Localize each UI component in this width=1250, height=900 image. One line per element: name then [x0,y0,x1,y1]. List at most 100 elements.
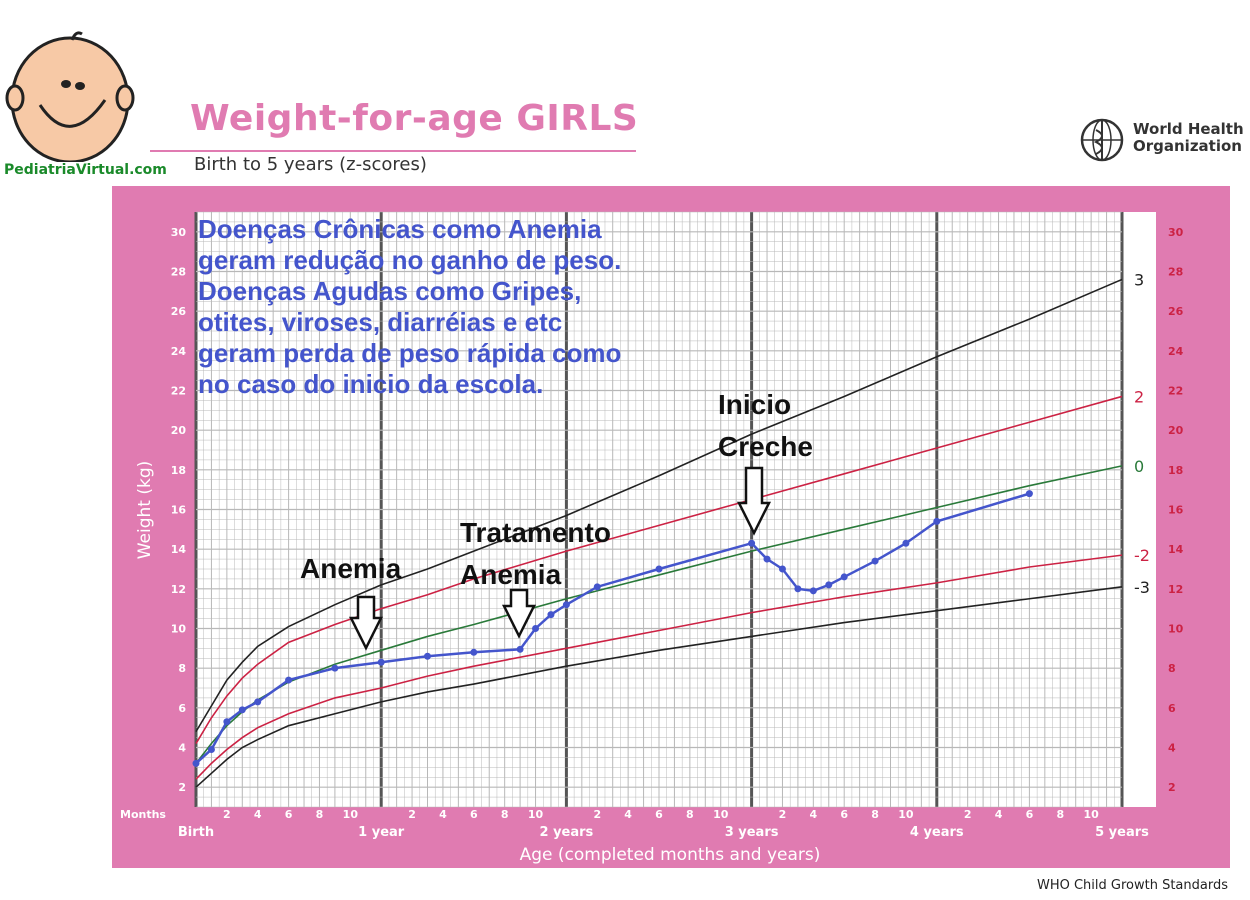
child-weight-point [207,745,215,753]
x-year-tick-label: 5 years [1095,825,1149,840]
down-arrow-icon [736,466,772,536]
who-name-line1: World Health [1133,120,1244,138]
y-tick-label-left: 8 [178,662,186,675]
x-month-tick-label: 4 [439,808,447,821]
child-weight-point [532,625,540,632]
site-name: PediatriaVirtual.com [4,162,167,178]
annotation-creche-line1: Inicio [718,389,791,420]
baby-face-icon [5,31,135,164]
child-weight-point [331,664,339,672]
zscore-line--2 [195,554,1123,780]
child-weight-point [192,759,200,767]
x-month-tick-label: 10 [528,808,544,821]
annotation-main-line: geram redução no ganho de peso. [198,245,621,275]
child-weight-point [794,585,802,593]
zscore-line-2 [195,395,1123,744]
who-name: World Health Organization [1133,121,1244,155]
y-tick-label-left: 4 [178,742,186,755]
child-weight-point [377,658,385,666]
annotation-main-line: Doenças Agudas como Gripes, [198,276,581,306]
x-month-tick-label: 4 [254,808,262,821]
zscore-label-2: 2 [1134,387,1144,406]
months-label: Months [120,808,166,821]
x-month-tick-label: 6 [655,808,663,821]
x-month-tick-label: 10 [898,808,914,821]
annotation-anemia: Anemia [300,553,402,584]
x-month-tick-label: 10 [1083,808,1099,821]
y-tick-label-right: 28 [1168,266,1183,279]
y-tick-label-left: 14 [171,543,187,556]
x-month-tick-label: 4 [624,808,632,821]
x-month-tick-label: 8 [316,808,324,821]
child-weight-point [223,718,231,726]
x-year-tick-label: 1 year [358,825,405,840]
x-month-tick-label: 4 [995,808,1003,821]
footer-source: WHO Child Growth Standards [1036,878,1228,893]
x-month-tick-label: 10 [343,808,359,821]
who-emblem-icon [1080,118,1124,162]
x-month-tick-label: 2 [593,808,601,821]
child-weight-point [748,539,756,547]
y-tick-label-right: 18 [1168,464,1183,477]
annotation-main-line: otites, viroses, diarréias e etc [198,307,562,337]
child-weight-point [840,573,848,581]
y-tick-label-left: 28 [171,266,186,279]
y-tick-label-left: 6 [178,702,186,715]
y-axis-label: Weight (kg) [135,461,155,560]
y-tick-label-right: 20 [1168,424,1184,437]
zscore-label--2: -2 [1134,546,1150,565]
zscore-line-3 [195,278,1123,733]
child-weight-point [655,565,663,573]
y-tick-label-left: 2 [178,781,186,794]
x-month-tick-label: 10 [713,808,729,821]
y-tick-label-right: 4 [1168,742,1176,755]
y-tick-label-right: 26 [1168,305,1184,318]
child-weight-point [778,565,786,573]
zscore-line--3 [195,586,1123,788]
x-month-tick-label: 2 [779,808,787,821]
child-weight-point [902,539,910,547]
y-tick-label-left: 20 [171,424,187,437]
x-year-tick-label: 3 years [725,825,779,840]
y-tick-label-left: 16 [171,504,187,517]
y-tick-label-right: 12 [1168,583,1183,596]
zscore-line-0 [195,465,1123,764]
x-month-tick-label: 8 [1056,808,1064,821]
child-weight-point [285,676,293,684]
x-month-tick-label: 6 [285,808,293,821]
x-axis-label: Age (completed months and years) [520,845,821,865]
site-logo-face [0,0,150,164]
y-tick-label-right: 30 [1168,226,1184,239]
child-weight-point [547,611,555,619]
x-month-tick-label: 8 [686,808,694,821]
x-month-tick-label: 2 [964,808,972,821]
y-tick-label-left: 22 [171,385,186,398]
title-divider [150,150,636,152]
y-tick-label-right: 16 [1168,504,1184,517]
child-weight-point [593,583,601,591]
child-weight-point [825,581,833,589]
zscore-label--3: -3 [1134,578,1150,597]
y-tick-label-right: 14 [1168,543,1184,556]
x-month-tick-label: 2 [408,808,416,821]
annotation-creche-line2: Creche [718,431,813,462]
x-month-tick-label: 6 [470,808,478,821]
y-tick-label-right: 2 [1168,781,1176,794]
annotation-main-line: no caso do inicio da escola. [198,369,543,399]
who-logo [1078,116,1128,168]
x-month-tick-label: 8 [871,808,879,821]
zscore-label-3: 3 [1134,270,1144,289]
x-month-tick-label: 6 [840,808,848,821]
annotation-tratamento-line1: Tratamento [460,517,611,548]
y-tick-label-left: 10 [171,623,187,636]
child-weight-point [871,557,879,565]
child-weight-point [254,698,262,706]
y-tick-label-left: 18 [171,464,186,477]
grid [194,211,1124,808]
who-name-line2: Organization [1133,137,1242,155]
y-tick-label-left: 24 [171,345,187,358]
x-month-tick-label: 2 [223,808,231,821]
y-tick-label-left: 26 [171,305,187,318]
